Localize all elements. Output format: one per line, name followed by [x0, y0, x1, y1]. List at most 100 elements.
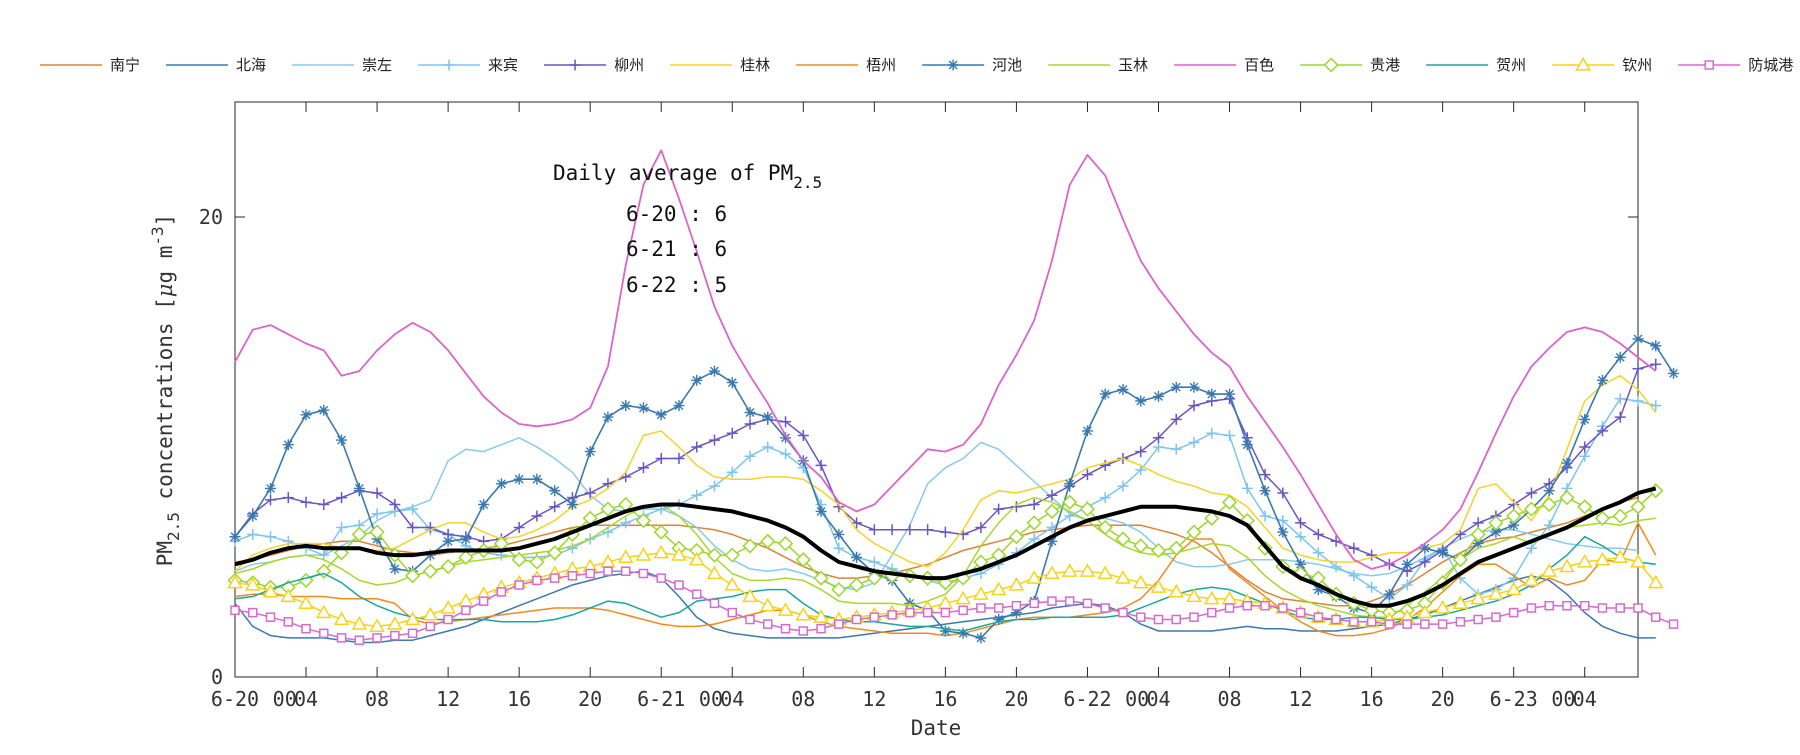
series-point [443, 614, 453, 625]
series-point [1491, 612, 1501, 622]
x-tick-label: 16 [933, 687, 957, 711]
series-point [1046, 535, 1058, 547]
series-point [617, 549, 634, 564]
legend-item: 贺州 [1426, 56, 1526, 74]
series-point [298, 572, 314, 588]
x-tick-label-hour: 00 [1125, 687, 1149, 711]
series-point [1349, 617, 1359, 627]
series-point [1614, 393, 1626, 405]
series-point [282, 535, 294, 547]
x-tick-label: 04 [1573, 687, 1597, 711]
series-point [531, 510, 543, 522]
series-point [1047, 596, 1057, 606]
series-point [1596, 374, 1608, 386]
series-point [1135, 446, 1147, 458]
series-point [1331, 614, 1341, 625]
series-point [777, 602, 794, 616]
series-point [798, 626, 809, 636]
series-point [1170, 443, 1182, 455]
series-point [1525, 542, 1537, 554]
series-point [1523, 501, 1540, 517]
series-point [1348, 542, 1360, 554]
series-point [336, 492, 348, 504]
legend-label: 百色 [1244, 56, 1274, 74]
series-point [1437, 619, 1448, 629]
series-point [1383, 588, 1395, 600]
series-point [1594, 510, 1611, 526]
series-site-3 [229, 393, 1662, 605]
series-point [247, 528, 259, 540]
series-point [1523, 572, 1540, 587]
series-point [834, 619, 844, 629]
series-point [1330, 535, 1342, 547]
series-point [1026, 570, 1042, 584]
series-point [744, 418, 756, 430]
series-point [300, 409, 312, 421]
legend-item: 玉林 [1048, 56, 1148, 74]
series-point [1203, 590, 1220, 605]
series-point [1419, 542, 1431, 554]
series-point [1100, 603, 1110, 613]
series-point [353, 482, 365, 494]
series-point [1437, 547, 1449, 559]
legend-marker [1704, 60, 1714, 70]
series-point [1295, 531, 1307, 543]
series-point [1579, 600, 1590, 611]
y-tick-label: 0 [211, 665, 223, 689]
series-point [760, 533, 776, 549]
series-point [1029, 598, 1039, 609]
series-point [1008, 529, 1024, 545]
x-axis: 6-20 04 08 12 16 20 6-21 04 08 12 16 20 6-22 04 08 12 16… [211, 102, 1597, 711]
series-point [566, 542, 578, 554]
legend-marker [947, 59, 959, 71]
x-tick-label-hour: 00 [699, 687, 723, 711]
legend-item: 崇左 [292, 56, 392, 74]
series-point [318, 404, 330, 416]
series-point [1011, 600, 1022, 611]
series-point [727, 607, 738, 618]
x-tick-label: 16 [507, 687, 531, 711]
y-axis: 0 20 [199, 205, 1638, 689]
series-point [939, 625, 951, 637]
series-point [442, 535, 454, 547]
series-point [495, 478, 507, 490]
x-axis-label: Date [911, 716, 962, 740]
legend-marker [1575, 56, 1591, 71]
series-point [318, 499, 330, 510]
series-point [351, 616, 368, 630]
series-point [301, 623, 311, 634]
series-point [1099, 459, 1111, 471]
series-point [333, 611, 350, 626]
series-point [990, 581, 1007, 596]
series-point [1401, 579, 1413, 591]
legend: 南宁 北海 崇左 来宾 柳州 桂林 梧州 河池 玉林 百色 贵港 贺州 钦州 防城港 [40, 56, 1793, 74]
series-point [1559, 558, 1575, 573]
series-point [1473, 614, 1483, 625]
series-point [1278, 603, 1288, 613]
series-line [234, 338, 1675, 639]
x-tick-label: 08 [791, 687, 815, 711]
series-point [282, 439, 294, 451]
series-point [886, 524, 898, 536]
series-point [262, 583, 279, 598]
series-point [709, 434, 721, 446]
series-point [230, 605, 240, 616]
series-point [1596, 425, 1608, 437]
series-point [726, 427, 738, 439]
series-point [887, 610, 897, 620]
series-point [1577, 499, 1593, 515]
annotation-title-sub: 2.5 [793, 173, 822, 192]
series-point [407, 503, 419, 515]
series-point [1152, 441, 1164, 453]
series-point [1295, 558, 1307, 570]
series-point [265, 482, 277, 494]
series-point [1259, 510, 1271, 522]
series-point [1668, 619, 1679, 629]
series-point [975, 632, 987, 644]
series-point [1452, 552, 1468, 568]
series-point [815, 505, 827, 517]
legend-item: 南宁 [40, 56, 140, 74]
series-point [744, 407, 756, 418]
series-point [513, 522, 525, 533]
